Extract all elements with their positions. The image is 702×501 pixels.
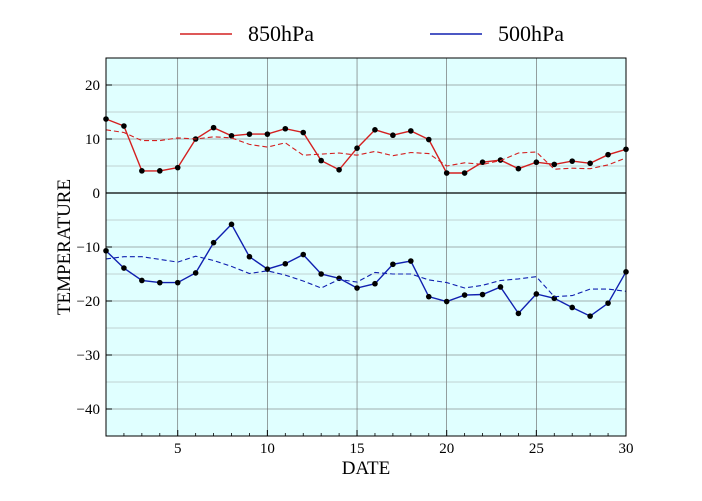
data-point	[246, 253, 253, 260]
data-point	[228, 221, 235, 228]
data-point	[605, 300, 611, 306]
series-line-2	[105, 223, 627, 317]
data-point	[354, 285, 360, 291]
data-point	[156, 279, 163, 286]
data-point	[156, 168, 163, 174]
data-point	[408, 258, 414, 264]
y-tick-label: −20	[77, 294, 100, 310]
data-point	[228, 132, 235, 139]
data-point	[174, 164, 181, 171]
data-point	[139, 168, 145, 174]
data-point	[551, 161, 558, 168]
data-point	[443, 170, 450, 176]
data-point	[533, 291, 540, 297]
x-tick-label: 15	[350, 441, 365, 457]
series-line-0	[105, 118, 627, 174]
x-tick-label: 30	[619, 441, 634, 457]
data-point	[425, 136, 432, 143]
x-axis-label: DATE	[342, 458, 391, 479]
data-point	[497, 284, 504, 290]
data-point	[121, 265, 127, 271]
legend-label: 500hPa	[498, 21, 564, 46]
data-point	[354, 145, 360, 151]
data-point	[461, 292, 468, 298]
x-tick-label: 5	[174, 441, 182, 457]
series-line-1	[105, 129, 627, 170]
data-point	[210, 239, 217, 246]
data-point	[318, 271, 324, 277]
data-point	[605, 151, 611, 158]
data-point	[246, 131, 253, 137]
data-point	[264, 131, 271, 137]
data-point	[372, 280, 378, 287]
data-point	[300, 129, 307, 136]
legend: 850hPa 500hPa	[180, 21, 564, 46]
x-tick-label: 20	[439, 441, 454, 457]
axis-ticks: −40 −30 −20 −10 0 10 20 5 10 15 20 25 30	[77, 78, 634, 457]
data-point	[461, 170, 468, 176]
data-point	[192, 270, 199, 276]
data-point	[425, 293, 432, 300]
y-tick-label: 10	[85, 132, 100, 148]
y-axis-label: TEMPERATURE	[54, 179, 75, 315]
data-point	[372, 127, 378, 133]
data-point	[569, 304, 576, 311]
data-point	[408, 128, 414, 134]
y-tick-label: −10	[77, 240, 100, 256]
series-line-3	[105, 255, 627, 298]
data-point	[390, 132, 396, 139]
data-point	[479, 291, 486, 298]
data-point	[587, 160, 593, 167]
y-tick-label: −30	[77, 348, 100, 364]
data-point	[587, 313, 593, 319]
data-point	[533, 159, 540, 166]
x-tick-label: 10	[260, 441, 275, 457]
data-point	[318, 157, 324, 164]
data-point	[282, 125, 289, 132]
data-point	[443, 298, 450, 305]
series-layer	[103, 116, 629, 319]
data-point	[210, 124, 217, 131]
data-point	[515, 165, 522, 172]
data-point	[174, 279, 181, 286]
data-point	[515, 310, 522, 317]
data-point	[569, 158, 576, 164]
data-point	[300, 251, 307, 258]
data-point	[139, 277, 145, 284]
legend-label: 850hPa	[248, 21, 314, 46]
data-point	[121, 123, 127, 129]
data-point	[282, 260, 289, 267]
data-point	[390, 261, 396, 268]
y-tick-label: −40	[77, 402, 100, 418]
data-point	[336, 166, 342, 173]
y-tick-label: 0	[93, 186, 101, 202]
y-tick-label: 20	[85, 78, 100, 94]
x-tick-label: 25	[529, 441, 544, 457]
data-point	[479, 159, 486, 166]
